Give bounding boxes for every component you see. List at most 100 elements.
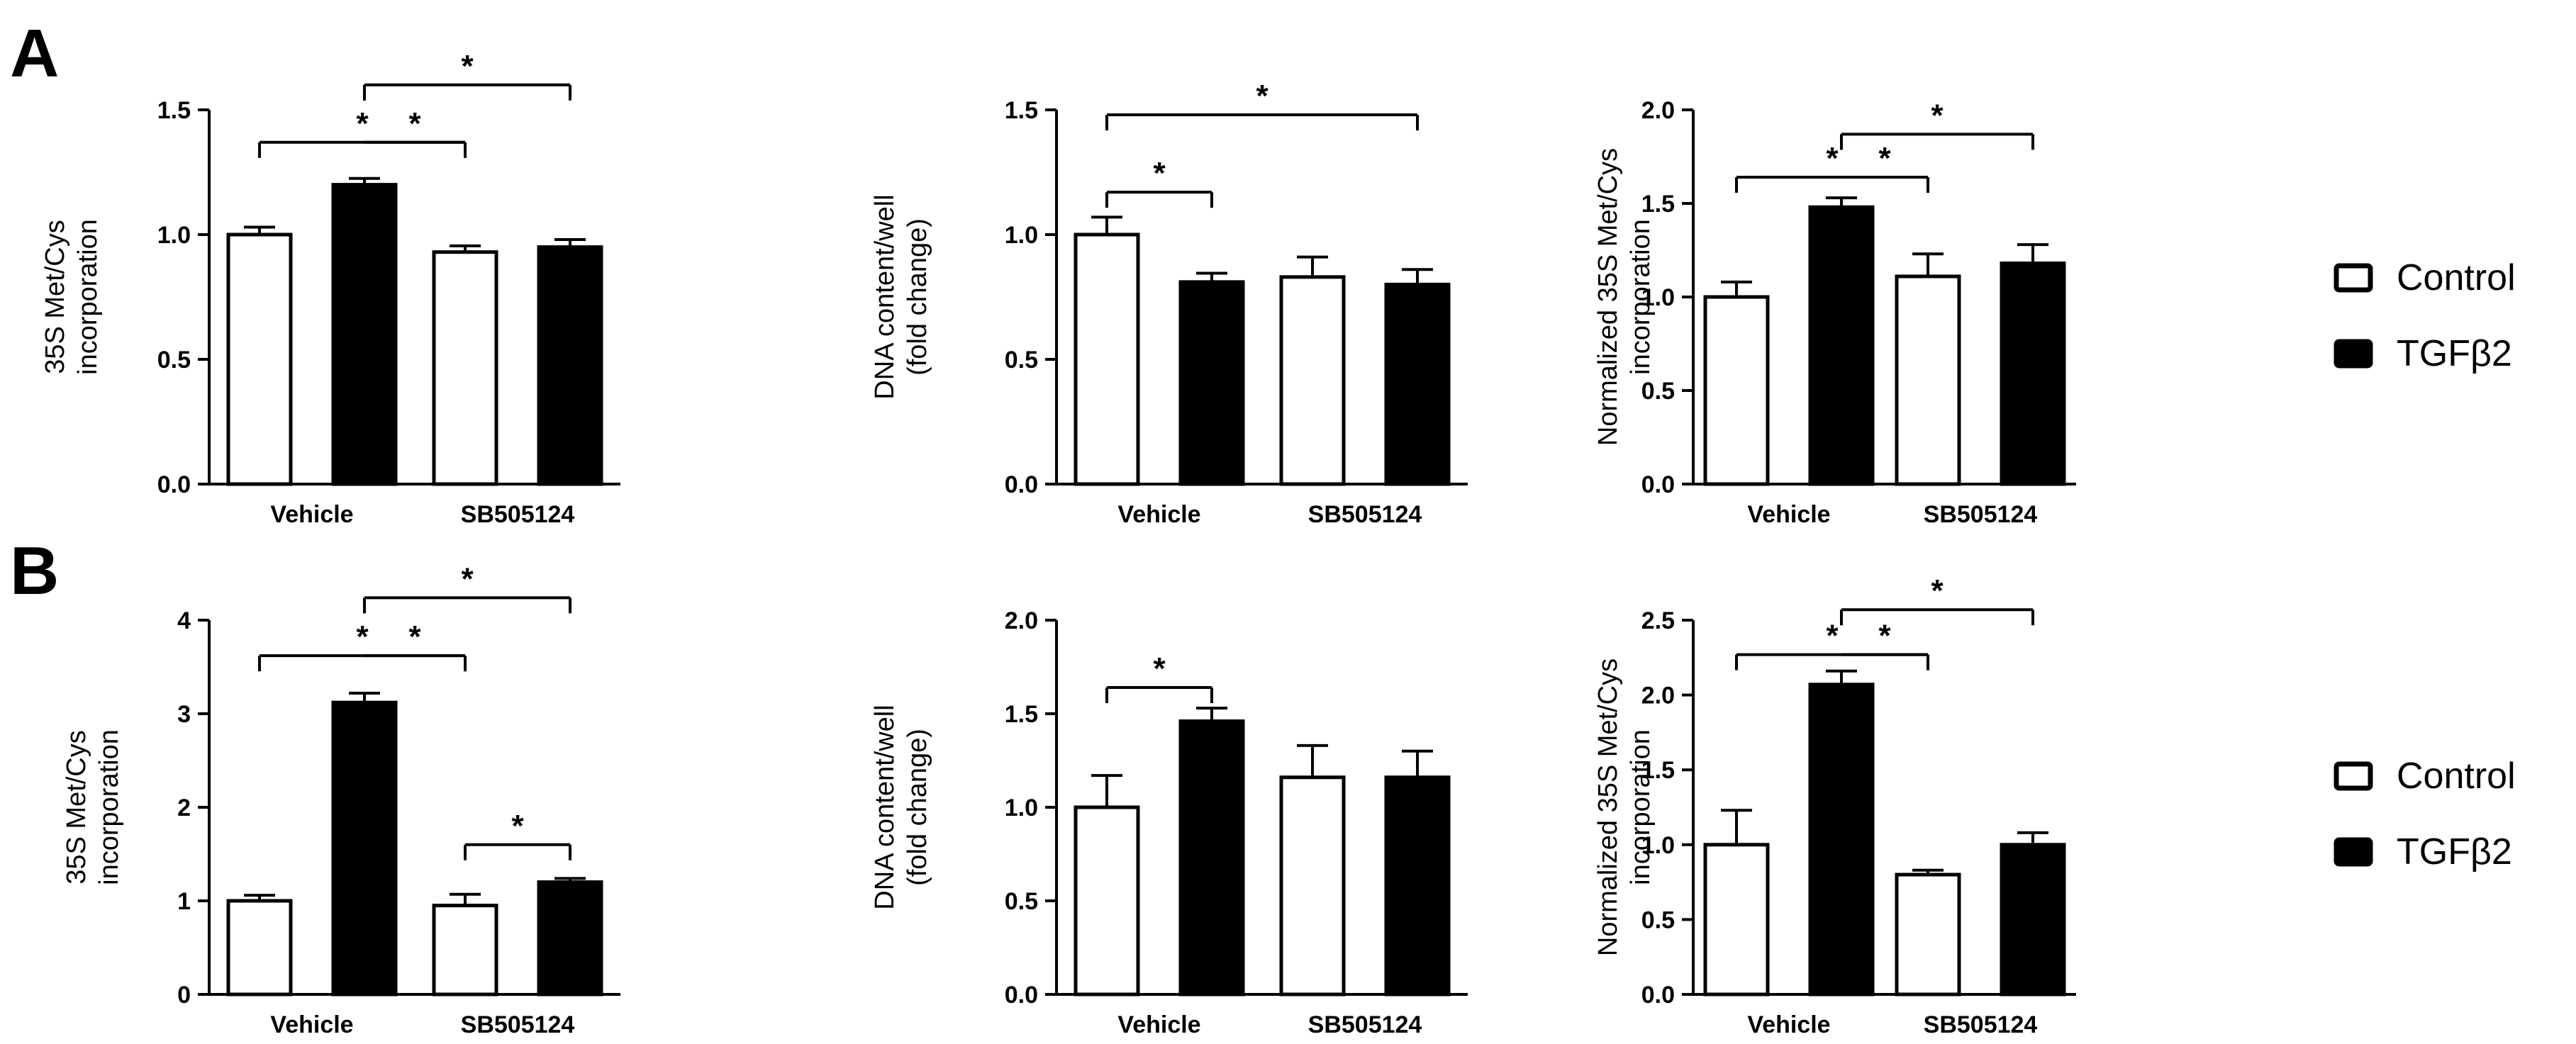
y-axis-label: Normalized 35S Met/Cys incorporation — [1593, 658, 1656, 956]
significance-bracket: * — [1841, 619, 1929, 670]
bar-control — [1279, 275, 1346, 486]
significance-bracket: * — [1735, 619, 1929, 670]
y-tick-label: 0.5 — [1005, 347, 1038, 374]
y-tick-label: 1.0 — [1005, 795, 1038, 821]
x-tick-label: SB505124 — [1308, 501, 1422, 528]
y-tick-label: 0.5 — [1641, 378, 1675, 405]
x-tick-label: Vehicle — [1117, 501, 1200, 528]
y-tick-label: 1.5 — [1005, 701, 1038, 728]
chart-b1: 0 1 2 3 4 35S Met/Cys incorporation Vehicle SB50… — [62, 561, 620, 1038]
legend-swatch — [2334, 263, 2373, 293]
significance-star: * — [1931, 98, 1944, 133]
x-tick-label: Vehicle — [270, 501, 353, 528]
significance-star: * — [461, 561, 474, 596]
significance-bracket: * — [363, 561, 571, 614]
significance-bracket: * — [1840, 573, 2034, 626]
bar-tgfb2 — [537, 880, 603, 997]
significance-star: * — [1878, 141, 1891, 176]
y-tick-label: 0.5 — [1641, 907, 1675, 933]
significance-bracket: * — [1841, 141, 1929, 193]
x-tick-label: SB505124 — [461, 501, 575, 528]
significance-star: * — [1256, 79, 1269, 113]
x-tick-label: SB505124 — [1308, 1011, 1422, 1038]
y-axis-label-line: 35S Met/Cys — [62, 730, 91, 885]
y-tick-label: 2.0 — [1005, 607, 1038, 634]
y-tick-label: 2.0 — [1641, 683, 1675, 709]
y-tick-label: 1.0 — [1641, 284, 1675, 311]
significance-star: * — [356, 619, 369, 654]
y-tick-label: 0.5 — [1005, 888, 1038, 915]
significance-star: * — [356, 106, 369, 141]
bar-control — [1895, 872, 1961, 997]
significance-star: * — [1153, 651, 1166, 686]
bar-tgfb2 — [1808, 683, 1875, 997]
legend-a: Control TGFβ2 — [2334, 257, 2516, 374]
significance-bracket: * — [1105, 651, 1213, 704]
y-axis-label-line: incorporation — [73, 219, 103, 375]
bar-control — [432, 250, 498, 486]
legend-swatch — [2334, 837, 2373, 867]
significance-bracket: * — [364, 619, 467, 672]
y-tick-label: 1.5 — [1641, 191, 1675, 218]
bar-tgfb2 — [1178, 719, 1245, 997]
y-axis-label: 35S Met/Cys incorporation — [40, 219, 103, 375]
y-axis-label-line: (fold change) — [903, 218, 932, 376]
y-tick-label: 1.0 — [1641, 832, 1675, 859]
panel-label-b: B — [10, 533, 60, 609]
y-tick-label: 1.5 — [157, 97, 191, 124]
significance-star: * — [511, 809, 524, 843]
y-tick-label: 2.5 — [1641, 607, 1675, 634]
y-axis-label-line: Normalized 35S Met/Cys — [1593, 658, 1623, 956]
significance-star: * — [1931, 573, 1944, 608]
bar-control — [1703, 295, 1770, 486]
x-tick-label: SB505124 — [1924, 1011, 2038, 1038]
y-tick-label: 0.0 — [1641, 471, 1675, 498]
y-tick-label: 1 — [177, 888, 191, 915]
bar-tgfb2 — [2000, 843, 2066, 997]
x-tick-label: Vehicle — [270, 1011, 353, 1038]
y-tick-label: 2.0 — [1641, 97, 1675, 124]
y-tick-label: 1.0 — [157, 222, 191, 249]
chart-b3: 0.0 0.5 1.0 1.5 2.0 2.5 Normalized 35S Met/Cys… — [1593, 573, 2076, 1038]
legend-swatch — [2334, 761, 2373, 791]
bar-tgfb2 — [1384, 282, 1451, 486]
y-axis-label-line: 35S Met/Cys — [40, 220, 70, 374]
bar-control — [1074, 232, 1140, 486]
bar-tgfb2 — [2000, 261, 2066, 486]
y-tick-label: 0.0 — [157, 471, 191, 498]
bar-tgfb2 — [331, 183, 398, 486]
legend-b: Control TGFβ2 — [2334, 756, 2516, 872]
significance-star: * — [408, 106, 421, 141]
x-tick-label: Vehicle — [1747, 1011, 1830, 1038]
y-tick-label: 3 — [177, 701, 191, 728]
y-axis-label: Normalized 35S Met/Cys incorporation — [1593, 148, 1656, 446]
bar-control — [1895, 274, 1961, 486]
chart-b2: 0.0 0.5 1.0 1.5 2.0 DNA content/well (fold cha… — [870, 607, 1468, 1038]
significance-bracket: * — [1105, 79, 1419, 131]
significance-star: * — [1878, 619, 1891, 653]
y-axis-label-line: incorporation — [94, 729, 124, 885]
significance-bracket: * — [258, 106, 467, 158]
significance-star: * — [461, 49, 474, 84]
chart-a1: 0.0 0.5 1.0 1.5 35S Met/Cys incorporation Vehi… — [40, 49, 620, 528]
legend-label: TGFβ2 — [2397, 333, 2512, 374]
bar-control — [1074, 805, 1140, 997]
y-tick-label: 1.5 — [1641, 757, 1675, 784]
panel-label-a: A — [10, 16, 60, 91]
bar-tgfb2 — [1178, 280, 1245, 486]
bar-tgfb2 — [537, 245, 603, 486]
significance-bracket: * — [1840, 98, 2034, 150]
bar-control — [432, 904, 498, 997]
significance-star: * — [1826, 141, 1839, 176]
y-axis-label: DNA content/well (fold change) — [870, 705, 932, 909]
y-axis-label-line: (fold change) — [903, 729, 932, 886]
bar-control — [1703, 843, 1770, 997]
bar-tgfb2 — [1384, 775, 1451, 997]
chart-a2: 0.0 0.5 1.0 1.5 DNA content/well (fold change… — [870, 79, 1468, 528]
bar-tgfb2 — [331, 700, 398, 997]
y-tick-label: 1.0 — [1005, 222, 1038, 249]
x-tick-label: SB505124 — [1924, 501, 2038, 528]
significance-bracket: * — [363, 49, 571, 101]
x-tick-label: Vehicle — [1117, 1011, 1200, 1038]
